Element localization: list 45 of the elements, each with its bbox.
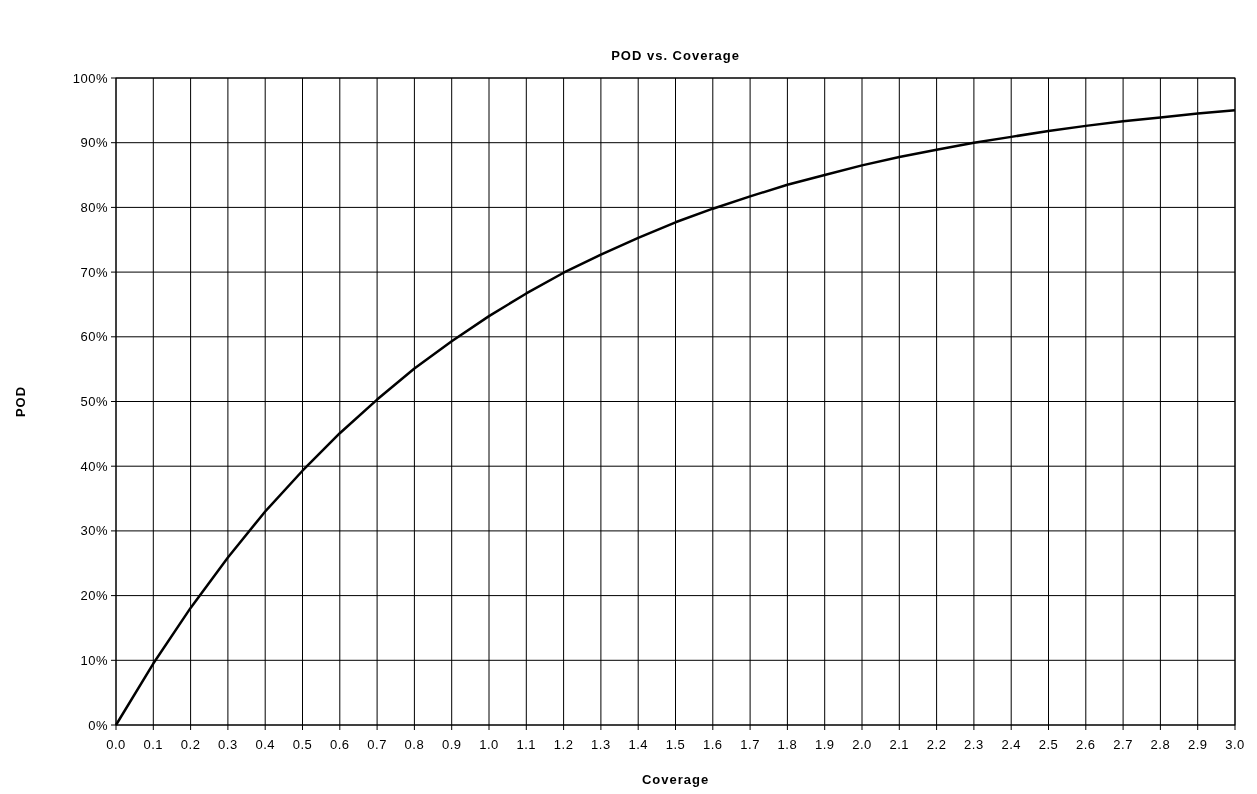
x-tick-label: 0.9 [441,737,462,752]
x-tick-label: 2.4 [1001,737,1021,752]
x-tick-label: 2.2 [926,737,947,752]
y-tick-label: 30% [80,523,108,539]
x-tick-label: 1.3 [591,737,611,752]
y-tick-label: 10% [80,652,108,668]
x-tick-label: 1.7 [740,737,760,752]
x-tick-label: 1.9 [814,737,835,752]
x-tick-label: 0.5 [292,737,313,752]
x-tick-label: 2.9 [1187,737,1208,752]
x-tick-label: 1.0 [479,737,499,752]
x-tick-label: 2.5 [1038,737,1059,752]
y-axis-title: POD [13,385,28,418]
x-tick-label: 0.7 [367,737,387,752]
x-tick-label: 1.6 [703,737,723,752]
x-tick-label: 0.8 [404,737,425,752]
x-tick-label: 1.2 [553,737,574,752]
x-tick-label: 1.4 [628,737,648,752]
x-tick-label: 2.1 [889,737,910,752]
x-tick-label: 2.7 [1113,737,1133,752]
x-tick-label: 2.3 [964,737,984,752]
x-tick-label: 1.1 [516,737,537,752]
x-tick-label: 0.2 [180,737,201,752]
x-tick-label: 0.3 [218,737,238,752]
x-tick-label: 2.6 [1076,737,1096,752]
y-tick-label: 60% [80,329,108,345]
x-tick-label: 0.6 [330,737,350,752]
y-tick-label: 40% [80,458,108,474]
y-tick-label: 100% [72,70,108,86]
y-tick-label: 90% [80,135,108,151]
y-tick-label: 70% [80,264,108,280]
y-tick-label: 50% [80,394,108,409]
x-tick-label: 2.0 [852,737,872,752]
x-tick-label: 3.0 [1225,737,1245,752]
x-tick-label: 1.8 [777,737,798,752]
y-tick-label: 0% [88,717,108,733]
x-axis-title: Coverage [641,772,710,787]
x-tick-label: 1.5 [665,737,686,752]
x-tick-label: 2.8 [1150,737,1171,752]
x-tick-label: 0.1 [143,737,164,752]
chart-title: POD vs. Coverage [611,48,740,63]
y-tick-label: 80% [80,199,108,215]
x-tick-label: 0.0 [106,737,126,752]
y-tick-label: 20% [80,588,108,604]
x-tick-label: 0.4 [255,737,275,752]
